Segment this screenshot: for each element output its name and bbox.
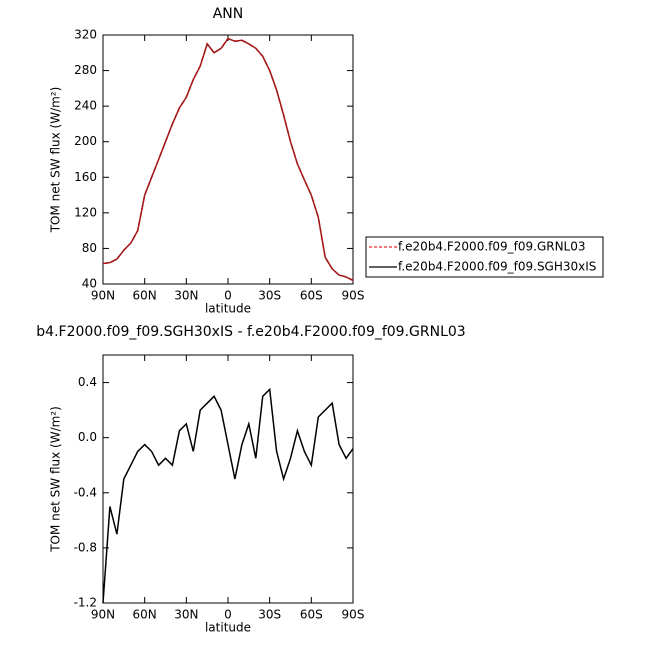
- y-axis-label: TOM net SW flux (W/m²): [49, 406, 63, 553]
- y-tick-label: 200: [74, 134, 97, 148]
- y-tick-label: 120: [74, 205, 97, 219]
- y-tick-label: 320: [74, 28, 97, 42]
- chart-title: b4.F2000.f09_f09.SGH30xIS - f.e20b4.F200…: [36, 324, 465, 340]
- y-tick-label: 80: [82, 241, 97, 255]
- x-tick-label: 90N: [91, 289, 115, 303]
- legend-label: f.e20b4.F2000.f09_f09.SGH30xIS: [398, 260, 596, 274]
- y-tick-label: -0.8: [74, 540, 97, 554]
- y-tick-label: -1.2: [74, 596, 97, 610]
- plot-frame: [102, 34, 354, 285]
- y-tick-label: 0.4: [78, 375, 97, 389]
- x-tick-label: 30N: [174, 289, 198, 303]
- legend-box: [365, 236, 604, 278]
- y-axis-label: TOM net SW flux (W/m²): [49, 87, 63, 234]
- x-axis-label: latitude: [205, 621, 251, 635]
- data-line: [102, 37, 354, 282]
- y-tick-label: 40: [82, 277, 97, 291]
- x-tick-label: 90S: [342, 289, 365, 303]
- x-tick-label: 60S: [300, 608, 323, 622]
- x-tick-label: 0: [224, 608, 232, 622]
- legend-label: f.e20b4.F2000.f09_f09.GRNL03: [398, 240, 586, 254]
- y-tick-label: 280: [74, 63, 97, 77]
- x-tick-label: 60S: [300, 289, 323, 303]
- x-axis-label: latitude: [205, 302, 251, 316]
- y-tick-label: 0.0: [78, 430, 97, 444]
- x-tick-label: 90S: [342, 608, 365, 622]
- x-tick-label: 30S: [258, 289, 281, 303]
- y-tick-label: 240: [74, 99, 97, 113]
- y-tick-label: -0.4: [74, 485, 97, 499]
- data-line: [102, 37, 354, 282]
- x-tick-label: 60N: [133, 289, 157, 303]
- x-tick-label: 0: [224, 289, 232, 303]
- plot-frame: [102, 354, 354, 604]
- x-tick-label: 30N: [174, 608, 198, 622]
- x-tick-label: 30S: [258, 608, 281, 622]
- x-tick-label: 90N: [91, 608, 115, 622]
- y-tick-label: 160: [74, 170, 97, 184]
- chart-title: ANN: [213, 6, 244, 22]
- x-tick-label: 60N: [133, 608, 157, 622]
- data-line: [102, 387, 354, 604]
